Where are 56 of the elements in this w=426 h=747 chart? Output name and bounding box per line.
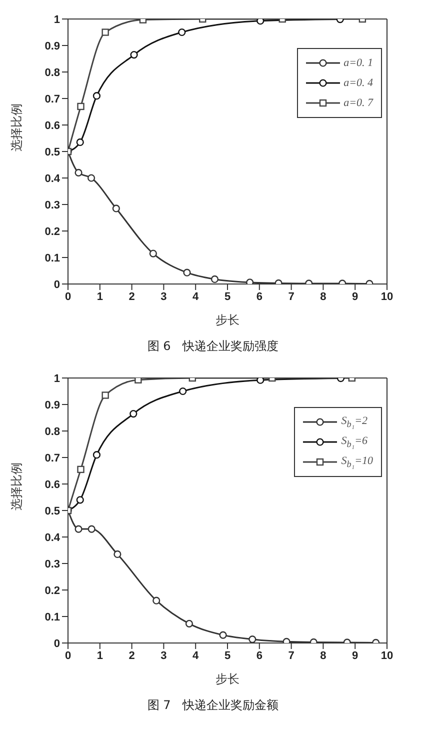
x-tick-label: 3: [160, 650, 167, 662]
legend-label: S$_{b₁}$=6: [341, 434, 368, 450]
x-axis-title: 步长: [216, 313, 240, 327]
x-tick-label: 1: [96, 650, 103, 662]
x-tick-label: 2: [128, 290, 135, 303]
y-tick-label: 0.6: [44, 120, 60, 132]
x-tick-label: 1: [96, 290, 103, 303]
x-tick-label: 8: [320, 290, 326, 303]
y-tick-label: 0.9: [44, 399, 60, 412]
y-tick-label: 0.3: [44, 558, 60, 570]
y-tick-label: 1: [54, 372, 60, 385]
x-tick-label: 6: [256, 650, 262, 662]
text: 图 7 快递企业奖励金额: [146, 697, 280, 714]
x-tick-label: 4: [192, 650, 200, 662]
y-tick-label: 0.1: [44, 252, 60, 264]
y-tick-label: 0.7: [44, 93, 60, 106]
x-axis-title: 步长: [216, 672, 240, 686]
y-tick-label: 0.1: [44, 611, 60, 624]
x-tick-label: 7: [288, 290, 294, 303]
y-tick-label: 1: [54, 14, 60, 26]
x-tick-label: 0: [64, 290, 72, 303]
x-tick-label: 7: [288, 650, 294, 662]
x-tick-label: 5: [224, 290, 231, 303]
y-tick-label: 0.4: [44, 532, 61, 544]
y-tick-label: 0.5: [44, 505, 60, 518]
x-tick-label: 2: [128, 650, 135, 662]
x-tick-label: 9: [352, 650, 358, 662]
x-tick-label: 8: [320, 650, 326, 662]
x-tick-label: 10: [380, 650, 394, 662]
y-tick-label: 0.7: [44, 452, 60, 464]
y-tick-label: 0.3: [44, 199, 60, 212]
legend-label: a=0. 1: [344, 57, 373, 69]
y-tick-label: 0.5: [44, 146, 60, 158]
x-tick-label: 4: [192, 290, 200, 303]
y-tick-label: 0.2: [44, 584, 60, 597]
x-tick-label: 0: [64, 650, 72, 662]
text: 图 6 快递企业奖励强度: [146, 338, 280, 355]
y-axis-title: 选择比例: [9, 462, 24, 510]
y-tick-label: 0.9: [44, 40, 60, 52]
legend-label: S$_{b₁}$=2: [341, 414, 368, 430]
x-tick-label: 10: [380, 290, 394, 303]
y-tick-label: 0.4: [44, 172, 61, 185]
y-tick-label: 0.6: [44, 478, 60, 491]
x-tick-label: 6: [256, 290, 262, 303]
x-tick-label: 9: [352, 290, 358, 303]
y-tick-label: 0.2: [44, 226, 60, 238]
x-tick-label: 3: [160, 290, 167, 303]
legend-label: a=0. 4: [344, 77, 373, 89]
legend-label: a=0. 7: [344, 97, 373, 109]
y-tick-label: 0: [54, 638, 60, 650]
legend-label: S$_{b₁}$=10: [341, 454, 373, 470]
y-axis-title: 选择比例: [9, 104, 24, 152]
y-tick-label: 0: [54, 278, 60, 291]
y-tick-label: 0.8: [44, 426, 60, 438]
y-tick-label: 0.8: [44, 66, 60, 79]
x-tick-label: 5: [224, 650, 231, 662]
